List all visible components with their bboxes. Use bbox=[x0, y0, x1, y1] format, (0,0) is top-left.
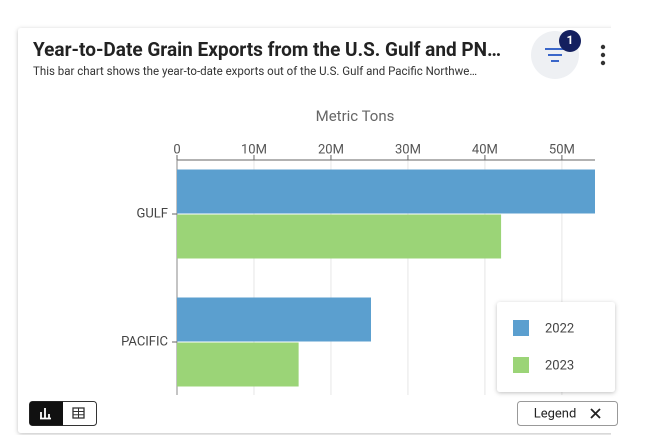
x-tick-label: 20M bbox=[318, 142, 344, 157]
x-tick-label: 30M bbox=[395, 142, 421, 157]
filter-count: 1 bbox=[567, 33, 574, 47]
y-tick-label: GULF bbox=[137, 206, 168, 221]
x-tick-label: 40M bbox=[472, 142, 498, 157]
legend-button-bg[interactable] bbox=[517, 401, 618, 426]
legend-button[interactable]: Legend bbox=[517, 401, 618, 426]
legend-label: 2022 bbox=[545, 321, 574, 336]
dot bbox=[600, 44, 606, 50]
bar bbox=[177, 214, 502, 259]
more-menu[interactable] bbox=[600, 44, 606, 66]
table-icon-lines bbox=[73, 408, 84, 418]
legend: 2022 2023 bbox=[497, 302, 615, 392]
view-toggle bbox=[29, 401, 97, 426]
dot bbox=[600, 60, 606, 66]
chart-subtitle: This bar chart shows the year-to-date ex… bbox=[33, 64, 477, 78]
x-tick-label: 10M bbox=[241, 142, 267, 157]
y-tick-label: PACIFIC bbox=[121, 334, 168, 349]
legend-button-label: Legend bbox=[534, 406, 577, 421]
legend-label: 2023 bbox=[545, 358, 574, 373]
x-axis-title: Metric Tons bbox=[316, 107, 395, 125]
filter-icon bbox=[545, 48, 565, 62]
dot bbox=[600, 52, 606, 58]
x-tick-label: 0 bbox=[173, 142, 180, 157]
bar bbox=[177, 342, 299, 387]
chart-icon bbox=[40, 408, 51, 420]
plot: 0 10M 20M 30M 40M 50M GULF PACIFIC bbox=[121, 142, 595, 395]
bar bbox=[177, 297, 371, 342]
x-tick-label: 50M bbox=[549, 142, 575, 157]
filter-badge bbox=[559, 30, 581, 52]
chart-title: Year-to-Date Grain Exports from the U.S.… bbox=[33, 38, 501, 61]
legend-swatch bbox=[513, 320, 529, 336]
close-icon bbox=[590, 408, 601, 419]
chart-view-button[interactable] bbox=[29, 401, 64, 426]
table-view-button[interactable] bbox=[72, 407, 85, 419]
filter-button[interactable]: 1 bbox=[531, 30, 581, 79]
legend-box bbox=[497, 302, 615, 392]
bar bbox=[177, 169, 595, 214]
legend-swatch bbox=[513, 357, 529, 373]
